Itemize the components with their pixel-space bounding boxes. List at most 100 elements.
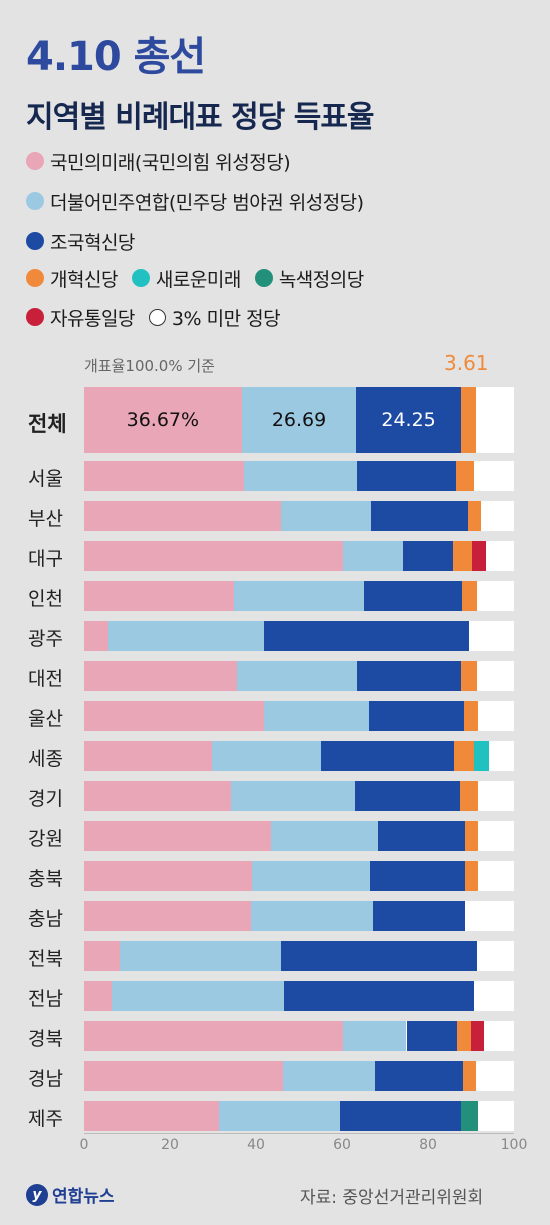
x-tick-label: 0 [79, 1137, 89, 1153]
bar-segment [320, 741, 454, 771]
bar-segment [464, 821, 478, 851]
data-label: 26.69 [271, 409, 327, 431]
bar-segment: 26.69 [241, 387, 357, 453]
legend-swatch [26, 269, 44, 287]
category-label: 경기 [28, 788, 63, 810]
bar-segment [284, 981, 474, 1011]
data-label: 24.25 [381, 409, 436, 431]
bar-segment [244, 461, 358, 491]
category-label: 충북 [28, 868, 63, 890]
category-label: 경남 [28, 1068, 63, 1090]
category-label: 경북 [28, 1028, 63, 1050]
legend-swatch [26, 152, 44, 170]
bar-segment [84, 821, 272, 851]
legend-swatch [254, 269, 273, 287]
bar-segment [84, 981, 112, 1011]
bar-segment [84, 941, 120, 971]
bar-segment [460, 781, 478, 811]
category-label: 전체 [28, 412, 67, 436]
bar-segment [356, 661, 461, 691]
category-label: 인천 [28, 588, 63, 610]
x-tick-label: 60 [333, 1137, 351, 1153]
bar-segment [84, 621, 109, 651]
headline-title: 4.10 총선 [26, 34, 206, 80]
legend-item: 새로운미래 [131, 265, 241, 292]
total-reform-label: 3.61 [444, 351, 489, 375]
bar-segment [370, 861, 465, 891]
legend-swatch [26, 232, 44, 250]
legend-label: 자유통일당 [50, 307, 135, 330]
category-label: 광주 [28, 628, 63, 650]
bar-segment [363, 581, 463, 611]
legend-item: 조국혁신당 [26, 228, 135, 255]
bar-segment [462, 581, 477, 611]
category-label: 대전 [28, 668, 63, 690]
x-tick-label: 40 [247, 1137, 265, 1153]
bar-segment: 24.25 [356, 387, 461, 453]
category-label: 제주 [28, 1108, 63, 1130]
bar-segment [371, 501, 468, 531]
bar-segment [355, 781, 461, 811]
bar-segment [452, 541, 473, 571]
legend-swatch [26, 192, 44, 210]
legend-swatch [148, 308, 166, 326]
bar-segment [403, 541, 453, 571]
bar-segment [340, 1101, 461, 1131]
bar-segment [84, 701, 265, 731]
legend-label: 3% 미만 정당 [171, 307, 281, 330]
legend-item: 3% 미만 정당 [148, 304, 281, 331]
bar-segment [472, 541, 486, 571]
category-label: 강원 [28, 828, 63, 850]
count-basis-note: 개표율100.0% 기준 [84, 357, 215, 375]
category-label: 전북 [28, 948, 63, 970]
bar-segment [84, 461, 245, 491]
bar-segment [251, 861, 371, 891]
bar-segment [357, 461, 456, 491]
category-label: 부산 [28, 508, 63, 530]
category-label: 대구 [28, 548, 63, 570]
bar-segment [456, 1021, 472, 1051]
bar-segment [84, 1021, 343, 1051]
bar-segment [237, 661, 357, 691]
legend-row-3: 조국혁신당 [26, 226, 149, 256]
bar-segment [460, 661, 477, 691]
bar-segment [471, 1021, 485, 1051]
legend-row-2: 더불어민주연합(민주당 범야권 위성정당) [26, 186, 378, 216]
legend-swatch [26, 308, 44, 326]
bar-segment [368, 701, 465, 731]
bar-segment [462, 1061, 477, 1091]
bar-segment [84, 661, 238, 691]
bar-segment [212, 741, 321, 771]
bar-segment [108, 621, 265, 651]
legend-swatch [131, 269, 150, 287]
bar-segment [406, 1021, 457, 1051]
x-tick-label: 100 [500, 1137, 528, 1153]
legend-row-5: 자유통일당 3% 미만 정당 [26, 302, 294, 332]
bar-segment [464, 861, 478, 891]
bar-segment [84, 541, 343, 571]
bar-segment [84, 901, 252, 931]
bar-segment [84, 781, 232, 811]
bar-segment [84, 501, 282, 531]
bar-segment [342, 541, 404, 571]
bar-segment [264, 621, 470, 651]
bar-segment [467, 501, 481, 531]
bar-segment: 36.67% [84, 387, 242, 453]
legend-label: 새로운미래 [155, 268, 241, 291]
data-label: 36.67% [126, 409, 200, 431]
bar-segment [271, 821, 379, 851]
bar-segment [84, 1101, 219, 1131]
bar-segment [84, 1061, 283, 1091]
bar-segment [474, 741, 490, 771]
legend-item: 자유통일당 [26, 304, 135, 331]
bar-segment [453, 741, 474, 771]
bar-segment [342, 1021, 407, 1051]
bar-segment [455, 461, 475, 491]
category-label: 서울 [28, 468, 63, 490]
legend-item: 국민의미래(국민의힘 위성정당) [26, 148, 291, 175]
bar-segment [119, 941, 282, 971]
yonhap-logo: y 연합뉴스 [26, 1182, 115, 1207]
bar-segment [281, 941, 477, 971]
legend-row-1: 국민의미래(국민의힘 위성정당) [26, 146, 304, 176]
legend-row-4: 개혁신당 새로운미래 녹색정의당 [26, 263, 378, 293]
